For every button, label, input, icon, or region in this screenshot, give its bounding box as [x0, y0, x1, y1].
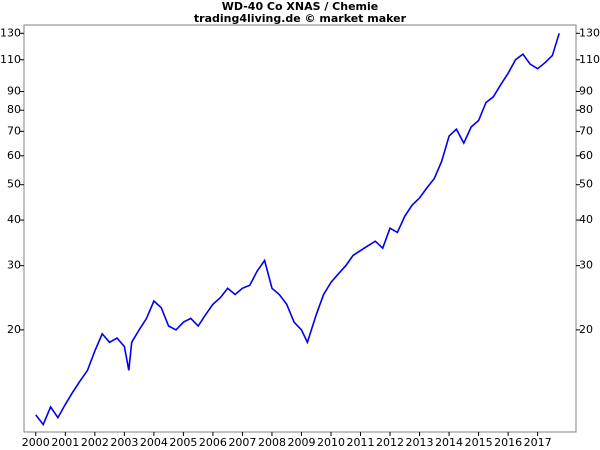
- price-line: [35, 33, 560, 427]
- y2-tick-label: 70: [579, 124, 593, 137]
- x-tick-label: 2016: [494, 436, 522, 449]
- y2-tick-label: 60: [579, 149, 593, 162]
- x-tick-label: 2004: [140, 436, 168, 449]
- x-tick-label: 2013: [406, 436, 434, 449]
- x-tick-label: 2015: [465, 436, 493, 449]
- y2-tick-label: 20: [579, 323, 593, 336]
- x-tick-label: 2008: [258, 436, 286, 449]
- x-tick-label: 2006: [199, 436, 227, 449]
- x-tick-label: 2001: [51, 436, 79, 449]
- y2-tick-label: 110: [579, 53, 600, 66]
- x-tick-label: 2012: [376, 436, 404, 449]
- y2-tick-label: 40: [579, 213, 593, 226]
- y-tick-label: 70: [7, 124, 21, 137]
- y-tick-label: 80: [7, 103, 21, 116]
- y-tick-label: 90: [7, 85, 21, 98]
- x-tick-label: 2007: [228, 436, 256, 449]
- x-tick-label: 2003: [110, 436, 138, 449]
- y-tick-label: 130: [0, 26, 21, 39]
- y2-tick-label: 80: [579, 103, 593, 116]
- x-tick-label: 2002: [81, 436, 109, 449]
- y2-tick-label: 30: [579, 259, 593, 272]
- y2-tick-label: 50: [579, 178, 593, 191]
- y-tick-label: 60: [7, 149, 21, 162]
- x-tick-label: 2005: [169, 436, 197, 449]
- y2-tick-label: 90: [579, 85, 593, 98]
- x-tick-label: 2014: [435, 436, 463, 449]
- y-tick-label: 50: [7, 178, 21, 191]
- x-tick-label: 2009: [287, 436, 315, 449]
- y-tick-label: 30: [7, 259, 21, 272]
- x-tick-label: 2011: [347, 436, 375, 449]
- x-tick-label: 2000: [22, 436, 50, 449]
- y-tick-label: 110: [0, 53, 21, 66]
- y-tick-label: 40: [7, 213, 21, 226]
- chart-subtitle: trading4living.de © market maker: [194, 12, 407, 25]
- x-tick-label: 2010: [317, 436, 345, 449]
- y2-tick-label: 130: [579, 26, 600, 39]
- x-tick-label: 2017: [524, 436, 552, 449]
- plot-frame: [23, 24, 577, 433]
- y-tick-label: 20: [7, 323, 21, 336]
- chart-title: WD-40 Co XNAS / Chemie: [222, 0, 379, 13]
